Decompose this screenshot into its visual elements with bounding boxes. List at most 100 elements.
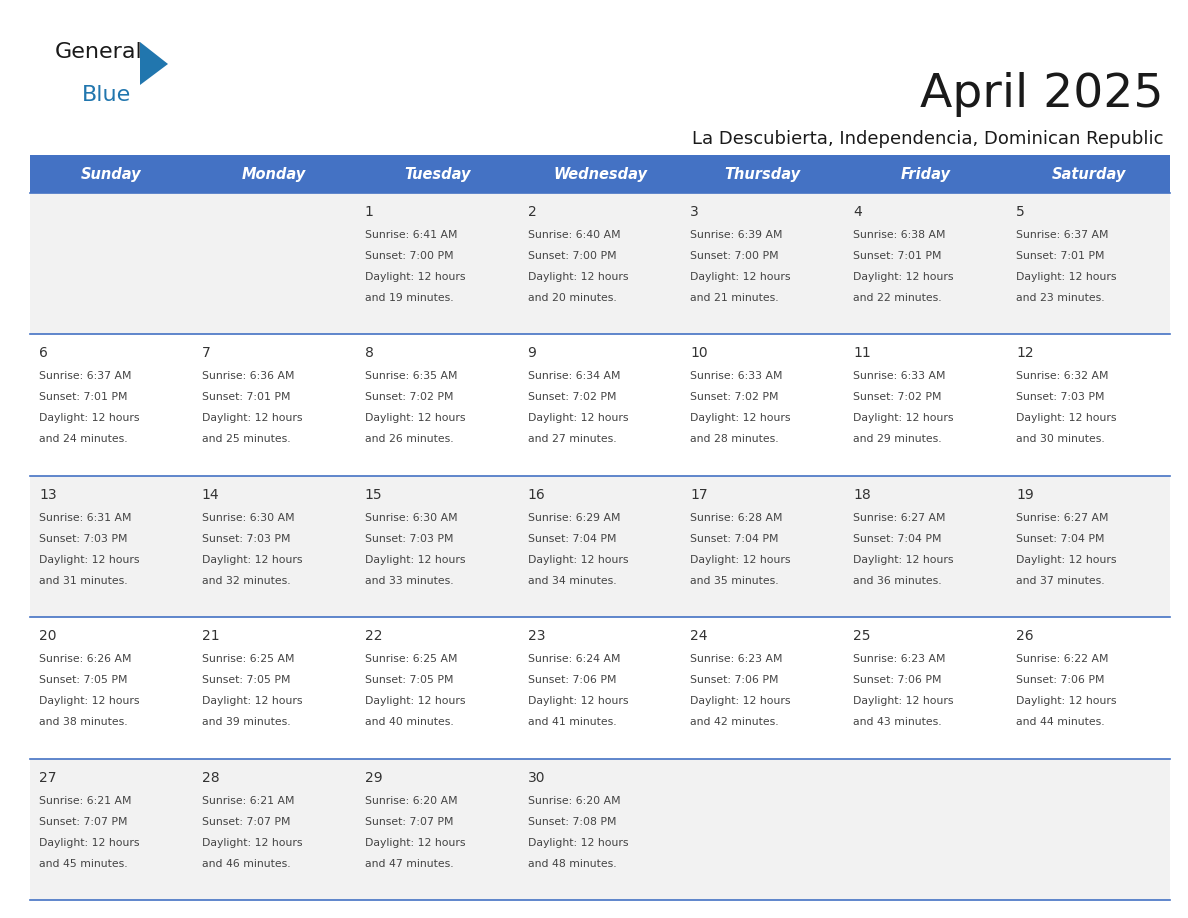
Text: and 20 minutes.: and 20 minutes. [527, 293, 617, 303]
Text: Sunrise: 6:20 AM: Sunrise: 6:20 AM [527, 796, 620, 806]
Text: Daylight: 12 hours: Daylight: 12 hours [365, 272, 466, 282]
Text: Daylight: 12 hours: Daylight: 12 hours [527, 554, 628, 565]
Text: 19: 19 [1016, 487, 1034, 502]
Text: Sunset: 7:06 PM: Sunset: 7:06 PM [690, 676, 779, 685]
Text: Blue: Blue [82, 85, 131, 105]
Text: Sunrise: 6:33 AM: Sunrise: 6:33 AM [690, 372, 783, 381]
Text: and 42 minutes.: and 42 minutes. [690, 717, 779, 727]
Text: 8: 8 [365, 346, 373, 361]
Bar [30, 155, 1170, 193]
Text: 5: 5 [1016, 205, 1025, 219]
Text: Daylight: 12 hours: Daylight: 12 hours [39, 837, 139, 847]
Text: Daylight: 12 hours: Daylight: 12 hours [690, 272, 791, 282]
Text: Sunrise: 6:37 AM: Sunrise: 6:37 AM [39, 372, 132, 381]
Text: 14: 14 [202, 487, 220, 502]
Text: Sunrise: 6:35 AM: Sunrise: 6:35 AM [365, 372, 457, 381]
Text: Saturday: Saturday [1051, 166, 1126, 182]
Text: Sunrise: 6:36 AM: Sunrise: 6:36 AM [202, 372, 295, 381]
Text: 13: 13 [39, 487, 57, 502]
Text: 9: 9 [527, 346, 537, 361]
Text: Daylight: 12 hours: Daylight: 12 hours [39, 413, 139, 423]
Text: Sunset: 7:03 PM: Sunset: 7:03 PM [1016, 392, 1105, 402]
Text: 6: 6 [39, 346, 48, 361]
Text: Sunset: 7:02 PM: Sunset: 7:02 PM [853, 392, 942, 402]
Text: Sunrise: 6:30 AM: Sunrise: 6:30 AM [365, 513, 457, 522]
Text: Sunset: 7:04 PM: Sunset: 7:04 PM [1016, 533, 1105, 543]
Text: Sunset: 7:03 PM: Sunset: 7:03 PM [39, 533, 127, 543]
Text: and 27 minutes.: and 27 minutes. [527, 434, 617, 444]
Text: 1: 1 [365, 205, 373, 219]
Text: Sunrise: 6:27 AM: Sunrise: 6:27 AM [853, 513, 946, 522]
Text: Sunrise: 6:31 AM: Sunrise: 6:31 AM [39, 513, 132, 522]
Bar [30, 193, 1170, 334]
Text: Sunrise: 6:37 AM: Sunrise: 6:37 AM [1016, 230, 1108, 240]
Text: 28: 28 [202, 770, 220, 785]
Text: Daylight: 12 hours: Daylight: 12 hours [1016, 554, 1117, 565]
Text: Sunrise: 6:27 AM: Sunrise: 6:27 AM [1016, 513, 1108, 522]
Text: Sunset: 7:03 PM: Sunset: 7:03 PM [365, 533, 453, 543]
Text: Sunrise: 6:20 AM: Sunrise: 6:20 AM [365, 796, 457, 806]
Bar [30, 476, 1170, 617]
Text: Sunset: 7:01 PM: Sunset: 7:01 PM [202, 392, 290, 402]
Text: Daylight: 12 hours: Daylight: 12 hours [39, 696, 139, 706]
Text: Sunrise: 6:26 AM: Sunrise: 6:26 AM [39, 655, 132, 665]
Text: and 28 minutes.: and 28 minutes. [690, 434, 779, 444]
Text: Sunset: 7:02 PM: Sunset: 7:02 PM [690, 392, 779, 402]
Text: Sunrise: 6:22 AM: Sunrise: 6:22 AM [1016, 655, 1108, 665]
Text: Sunset: 7:00 PM: Sunset: 7:00 PM [690, 251, 779, 261]
Text: and 39 minutes.: and 39 minutes. [202, 717, 291, 727]
Text: and 29 minutes.: and 29 minutes. [853, 434, 942, 444]
Text: Sunset: 7:00 PM: Sunset: 7:00 PM [365, 251, 454, 261]
Text: Sunrise: 6:38 AM: Sunrise: 6:38 AM [853, 230, 946, 240]
Text: Daylight: 12 hours: Daylight: 12 hours [39, 554, 139, 565]
Text: Sunrise: 6:25 AM: Sunrise: 6:25 AM [365, 655, 457, 665]
Text: and 46 minutes.: and 46 minutes. [202, 858, 291, 868]
Text: Daylight: 12 hours: Daylight: 12 hours [527, 272, 628, 282]
Text: Sunset: 7:05 PM: Sunset: 7:05 PM [202, 676, 290, 685]
Text: and 41 minutes.: and 41 minutes. [527, 717, 617, 727]
Text: 27: 27 [39, 770, 57, 785]
Text: Sunset: 7:06 PM: Sunset: 7:06 PM [527, 676, 617, 685]
Text: Daylight: 12 hours: Daylight: 12 hours [527, 837, 628, 847]
Text: 22: 22 [365, 629, 383, 644]
Text: 21: 21 [202, 629, 220, 644]
Text: Sunday: Sunday [81, 166, 141, 182]
Text: Daylight: 12 hours: Daylight: 12 hours [853, 272, 954, 282]
Text: and 30 minutes.: and 30 minutes. [1016, 434, 1105, 444]
Text: and 31 minutes.: and 31 minutes. [39, 576, 127, 586]
Text: Daylight: 12 hours: Daylight: 12 hours [365, 837, 466, 847]
Text: 17: 17 [690, 487, 708, 502]
Text: Daylight: 12 hours: Daylight: 12 hours [365, 696, 466, 706]
Text: Sunrise: 6:32 AM: Sunrise: 6:32 AM [1016, 372, 1108, 381]
Text: 20: 20 [39, 629, 57, 644]
Text: Daylight: 12 hours: Daylight: 12 hours [1016, 696, 1117, 706]
Text: Sunset: 7:05 PM: Sunset: 7:05 PM [39, 676, 127, 685]
Text: Daylight: 12 hours: Daylight: 12 hours [202, 696, 303, 706]
Text: Sunrise: 6:30 AM: Sunrise: 6:30 AM [202, 513, 295, 522]
Text: and 48 minutes.: and 48 minutes. [527, 858, 617, 868]
Text: Sunset: 7:07 PM: Sunset: 7:07 PM [39, 817, 127, 826]
Bar [30, 758, 1170, 900]
Text: 16: 16 [527, 487, 545, 502]
Text: and 35 minutes.: and 35 minutes. [690, 576, 779, 586]
Text: Daylight: 12 hours: Daylight: 12 hours [202, 413, 303, 423]
Text: Daylight: 12 hours: Daylight: 12 hours [853, 696, 954, 706]
Text: Daylight: 12 hours: Daylight: 12 hours [690, 696, 791, 706]
Text: Sunset: 7:07 PM: Sunset: 7:07 PM [365, 817, 453, 826]
Text: Sunset: 7:08 PM: Sunset: 7:08 PM [527, 817, 617, 826]
Text: Daylight: 12 hours: Daylight: 12 hours [1016, 272, 1117, 282]
Text: and 40 minutes.: and 40 minutes. [365, 717, 454, 727]
Text: Sunset: 7:04 PM: Sunset: 7:04 PM [527, 533, 617, 543]
Bar [30, 617, 1170, 758]
Text: Wednesday: Wednesday [552, 166, 647, 182]
Text: Sunset: 7:01 PM: Sunset: 7:01 PM [1016, 251, 1105, 261]
Text: and 47 minutes.: and 47 minutes. [365, 858, 454, 868]
Text: and 23 minutes.: and 23 minutes. [1016, 293, 1105, 303]
Text: Daylight: 12 hours: Daylight: 12 hours [202, 837, 303, 847]
Text: Sunset: 7:04 PM: Sunset: 7:04 PM [853, 533, 942, 543]
Text: 7: 7 [202, 346, 210, 361]
Text: 3: 3 [690, 205, 700, 219]
Text: 4: 4 [853, 205, 862, 219]
Text: Sunrise: 6:41 AM: Sunrise: 6:41 AM [365, 230, 457, 240]
Text: Sunset: 7:03 PM: Sunset: 7:03 PM [202, 533, 290, 543]
